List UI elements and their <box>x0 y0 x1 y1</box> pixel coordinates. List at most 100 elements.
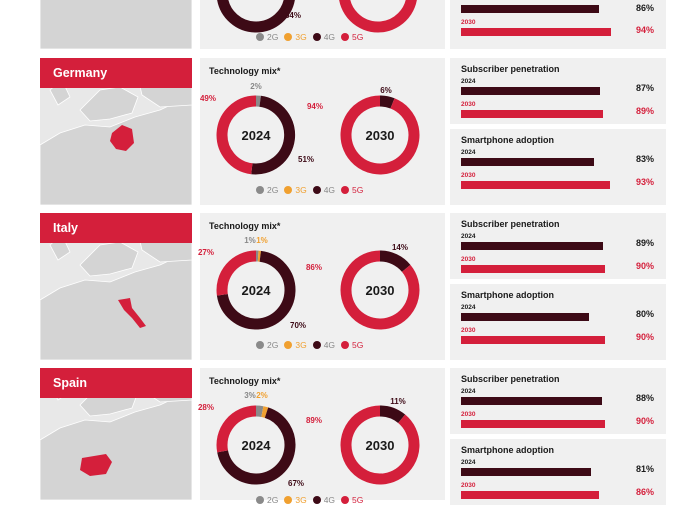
bar-2024 <box>461 5 599 13</box>
legend-item-g3: 3G <box>284 340 306 350</box>
europe-map <box>40 0 192 49</box>
donut-pct-label: 51% <box>298 155 314 164</box>
legend-label: 5G <box>352 32 363 42</box>
donut-pct-label: 14% <box>392 243 408 252</box>
bar-value: 87% <box>636 83 654 93</box>
legend-label: 4G <box>324 340 335 350</box>
legend-label: 4G <box>324 185 335 195</box>
legend-swatch <box>341 186 349 194</box>
bar-2024 <box>461 87 600 95</box>
bar-2030 <box>461 491 599 499</box>
legend-swatch <box>341 33 349 41</box>
legend-item-g4: 4G <box>313 495 335 505</box>
bar-value: 89% <box>636 238 654 248</box>
bar-value: 83% <box>636 154 654 164</box>
donut-pct-label: 2% <box>250 82 262 91</box>
legend-swatch <box>313 496 321 504</box>
legend-label: 2G <box>267 340 278 350</box>
legend-label: 4G <box>324 495 335 505</box>
section-gap <box>0 363 700 368</box>
donut-segment-5g <box>344 0 412 27</box>
bar-year-label: 2030 <box>461 256 475 263</box>
penetration-panel: Subscriber penetration 2024 89% 2030 90% Smar… <box>450 213 666 360</box>
legend: 2G 3G 4G 5G <box>256 185 369 195</box>
legend-item-g4: 4G <box>313 32 335 42</box>
smartphone-adoption-title: Smartphone adoption <box>461 290 554 300</box>
bar-value: 94% <box>636 25 654 35</box>
legend-swatch <box>256 186 264 194</box>
bar-year-label: 2030 <box>461 327 475 334</box>
bar-value: 89% <box>636 106 654 116</box>
legend-label: 2G <box>267 185 278 195</box>
donut-year-label: 2024 <box>242 128 272 143</box>
bar-2030 <box>461 181 610 189</box>
bar-year-label: 2024 <box>461 233 475 240</box>
legend-item-g5: 5G <box>341 185 363 195</box>
legend-swatch <box>284 33 292 41</box>
smartphone-adoption-title: Smartphone adoption <box>461 445 554 455</box>
bar-value: 86% <box>636 3 654 13</box>
legend-item-g3: 3G <box>284 185 306 195</box>
legend-label: 5G <box>352 495 363 505</box>
donut-pct-label: 6% <box>380 86 392 95</box>
legend-swatch <box>256 33 264 41</box>
legend-item-g3: 3G <box>284 495 306 505</box>
bar-year-label: 2024 <box>461 304 475 311</box>
legend-item-g2: 2G <box>256 495 278 505</box>
bar-value: 93% <box>636 177 654 187</box>
bar-2024 <box>461 313 589 321</box>
technology-mix-title: Technology mix* <box>209 66 280 76</box>
legend: 2G 3G 4G 5G <box>256 340 369 350</box>
legend-swatch <box>256 496 264 504</box>
legend-label: 3G <box>295 185 306 195</box>
legend-item-g2: 2G <box>256 185 278 195</box>
donut-pct-label: 94% <box>307 102 323 111</box>
donut-segment-4g <box>222 0 289 27</box>
bar-year-label: 2024 <box>461 459 475 466</box>
donut-pct-label: 89% <box>306 416 322 425</box>
bar-year-label: 2030 <box>461 482 475 489</box>
donut-pct-label: 11% <box>390 397 406 406</box>
technology-mix-title: Technology mix* <box>209 376 280 386</box>
section-gap <box>0 208 700 213</box>
donut-segment-4g <box>380 256 406 268</box>
legend-swatch <box>256 341 264 349</box>
legend-swatch <box>313 33 321 41</box>
bar-2024 <box>461 158 594 166</box>
legend-label: 4G <box>324 32 335 42</box>
legend-swatch <box>284 186 292 194</box>
country-banner: Italy <box>40 213 192 243</box>
legend: 2G 3G 4G 5G <box>256 495 369 505</box>
legend-label: 5G <box>352 340 363 350</box>
bar-2030 <box>461 420 605 428</box>
bar-year-label: 2030 <box>461 411 475 418</box>
legend-swatch <box>341 341 349 349</box>
donut-pct-label: 1% <box>244 236 256 245</box>
bar-2030 <box>461 265 605 273</box>
bar-2030 <box>461 28 611 36</box>
legend-label: 3G <box>295 340 306 350</box>
bar-value: 90% <box>636 332 654 342</box>
legend-item-g2: 2G <box>256 340 278 350</box>
subscriber-penetration-title: Subscriber penetration <box>461 219 560 229</box>
legend-item-g4: 4G <box>313 185 335 195</box>
donut-year-label: 2030 <box>366 283 395 298</box>
legend-label: 2G <box>267 495 278 505</box>
donut-segment-4g <box>380 101 393 103</box>
legend-swatch <box>313 186 321 194</box>
subscriber-penetration-title: Subscriber penetration <box>461 374 560 384</box>
technology-mix-title: Technology mix* <box>209 221 280 231</box>
legend-swatch <box>284 341 292 349</box>
